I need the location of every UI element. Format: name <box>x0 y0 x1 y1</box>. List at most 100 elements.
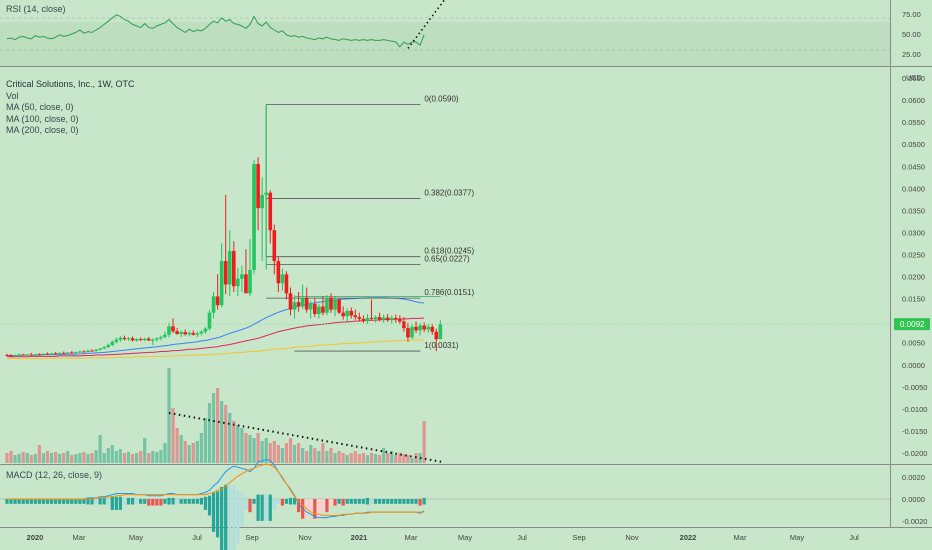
candle-body <box>86 350 90 352</box>
macd-histogram-bar <box>78 499 82 504</box>
volume-bar <box>337 451 341 463</box>
macd-histogram-bar <box>418 499 422 506</box>
macd-histogram-bar <box>102 497 106 505</box>
candle-body <box>394 317 398 320</box>
price-tick-label: -0.0100 <box>902 405 927 414</box>
macd-histogram-bar <box>195 499 199 504</box>
macd-histogram-bar <box>313 499 317 519</box>
macd-histogram-bar <box>74 499 78 504</box>
price-tick-label: -0.0200 <box>902 449 927 458</box>
candle-body <box>45 353 50 355</box>
candle-body <box>151 339 155 341</box>
volume-bar <box>29 455 33 463</box>
volume-bar <box>203 418 208 463</box>
macd-histogram-bar <box>256 494 260 521</box>
candle-body <box>21 354 25 356</box>
macd-histogram-bar <box>159 499 163 506</box>
volume-bar <box>179 435 183 463</box>
candle-body <box>195 333 200 335</box>
price-tick-label: 0.0600 <box>902 96 925 105</box>
candle-body <box>33 354 38 356</box>
volume-bar <box>268 443 272 463</box>
macd-histogram-bar <box>276 499 280 504</box>
volume-bar <box>325 451 329 463</box>
candle-body <box>70 352 74 354</box>
volume-bar <box>280 448 284 463</box>
volume-bar <box>78 453 82 463</box>
macd-histogram-bar <box>5 499 9 504</box>
macd-histogram-bar <box>378 499 382 504</box>
time-axis-label: Jul <box>849 533 859 542</box>
candle-body <box>317 306 321 315</box>
volume-bar <box>143 438 147 463</box>
volume-bar <box>62 453 66 463</box>
candle-body <box>232 250 236 287</box>
candle-body <box>167 326 171 335</box>
macd-histogram-bar <box>406 499 410 504</box>
time-axis-label: Sep <box>245 533 258 542</box>
candle-body <box>130 338 135 341</box>
legend-ma200: MA (200, close, 0) <box>6 125 79 135</box>
candle-body <box>268 192 273 231</box>
legend-ma100: MA (100, close, 0) <box>6 113 79 124</box>
candle-body <box>138 339 143 341</box>
volume-bar <box>361 453 365 463</box>
fib-level-label: 0(0.0590) <box>424 94 459 103</box>
time-axis-label: May <box>129 533 143 542</box>
candle-body <box>329 297 333 310</box>
candle-body <box>163 334 167 337</box>
candle-body <box>102 347 106 349</box>
candle-body <box>280 274 285 284</box>
macd-histogram-bar <box>349 499 353 504</box>
volume-bar <box>195 441 199 463</box>
macd-histogram-bar <box>147 499 151 506</box>
volume-bar <box>106 448 110 463</box>
candle-body <box>284 274 289 294</box>
macd-histogram-bar <box>337 499 341 504</box>
candle-body <box>410 326 414 338</box>
volume-bar <box>163 443 167 463</box>
ma50-line <box>7 297 425 356</box>
macd-histogram-bar <box>90 497 94 505</box>
macd-histogram-bar <box>280 499 284 506</box>
volume-bar <box>183 441 187 463</box>
volume-bar <box>155 452 159 463</box>
macd-histogram-bar <box>110 496 114 510</box>
macd-histogram-bar <box>187 499 191 504</box>
macd-histogram-bar <box>179 499 183 504</box>
candle-body <box>256 164 260 209</box>
macd-histogram-bar <box>25 499 29 504</box>
price-tick-label: 0.0350 <box>902 206 925 215</box>
macd-histogram-bar <box>70 499 74 504</box>
candle-body <box>333 299 337 310</box>
volume-bar <box>147 453 151 463</box>
volume-bar <box>288 438 293 463</box>
volume-bar <box>349 453 353 463</box>
volume-bar <box>345 455 349 463</box>
candle-body <box>272 230 277 262</box>
candle-body <box>341 312 345 317</box>
candle-body <box>223 261 228 285</box>
price-tick-label: 0.0500 <box>902 140 925 149</box>
macd-histogram-bar <box>82 499 86 504</box>
volume-bar <box>110 445 114 463</box>
candle-body <box>240 274 244 279</box>
macd-histogram-bar <box>199 497 203 505</box>
candle-body <box>82 351 86 353</box>
candle-body <box>377 317 382 320</box>
candle-body <box>325 297 329 313</box>
volume-bar <box>272 441 276 463</box>
volume-bar <box>171 408 175 463</box>
price-tick-label: 0.0550 <box>902 118 925 127</box>
volume-bar <box>333 453 337 463</box>
volume-bar <box>118 449 122 463</box>
volume-bar <box>236 425 240 463</box>
candle-body <box>260 194 264 209</box>
last-price-tag <box>894 318 930 331</box>
macd-histogram-bar <box>361 499 365 504</box>
candle-body <box>175 331 179 334</box>
rsi-label: RSI (14, close) <box>6 4 66 14</box>
